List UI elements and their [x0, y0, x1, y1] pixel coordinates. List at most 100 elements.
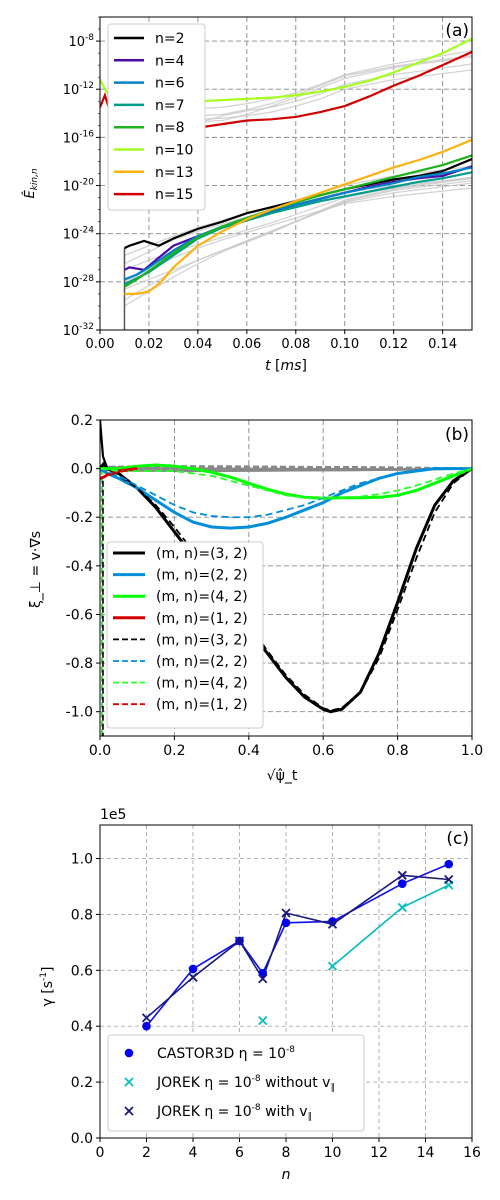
x-tick-label: 0.2 [163, 743, 185, 759]
jorek-with-point [281, 908, 291, 918]
y-tick-label: 10-32​ [63, 322, 94, 339]
panel-c: 0 2 4 6 8 10 12 14 16 0.0 0.2 0.4 0.6 0.8 1.0 1e5 (c) n γ … [39, 807, 481, 1183]
y-tick-label: 0.0 [71, 462, 93, 478]
x-tick-label: 6 [235, 1145, 244, 1161]
x-tick-label: 0.14 [428, 337, 457, 352]
series-line-4 [100, 467, 472, 712]
y-axis-label: ξ_⊥ = v·∇s [28, 531, 44, 608]
legend-entry: n=2 [155, 31, 185, 47]
series-line-n-7 [123, 171, 472, 286]
castor-point [444, 859, 454, 869]
x-axis-label: t [ms] [265, 358, 307, 374]
y-tick-label: 10-24​ [63, 226, 95, 243]
y-tick-label: 0.0 [71, 1131, 93, 1147]
jorek-with-point [444, 874, 454, 885]
x-tick-label: 0.6 [312, 743, 334, 759]
legend: CASTOR3D η = 10-8​ JOREK η = 10-8​ withou… [107, 1034, 365, 1132]
legend-entry: (m, n)=(3, 2) [156, 632, 248, 648]
background-series-line [124, 187, 472, 283]
jorek-with-point [258, 974, 268, 984]
series-line-n-6 [124, 166, 472, 281]
legend-entry: (m, n)=(2, 2) [156, 654, 248, 670]
panel-b: 0.0 0.2 0.4 0.6 0.8 1.0 -1.0 -0.8 -0.6 -0.4 -0.2 0.… [28, 413, 483, 784]
x-tick-label: 0.12 [379, 337, 408, 352]
legend-entry: JOREK η = 10-8​ with v∥​ [156, 1103, 312, 1122]
castor-point [328, 917, 337, 926]
legend-entry: n=7 [155, 98, 185, 114]
legend-entry: n=8 [155, 120, 185, 136]
legend-entry: (m, n)=(4, 2) [156, 676, 248, 692]
panel-label-a: (a) [445, 21, 469, 41]
y-tick-label: 10-12​ [63, 81, 94, 98]
plot-border [99, 824, 473, 1139]
series-line-n-2 [123, 158, 472, 250]
background-series-line [124, 177, 472, 307]
legend-marker [124, 1077, 134, 1087]
jorek-with-point [141, 1013, 152, 1023]
castor-point [281, 918, 291, 928]
y-tick-label: 10-28​ [63, 274, 95, 291]
jorek-with-point [188, 972, 198, 982]
x-tick-label: 16 [463, 1145, 481, 1161]
legend-entry: (m, n)=(1, 2) [156, 611, 248, 627]
legend-entry: (m, n)=(2, 2) [156, 568, 248, 584]
y-tick-label: -0.4 [66, 559, 93, 575]
plot-border [99, 16, 473, 331]
x-tick-label: 0 [96, 1145, 105, 1161]
series-line-6 [100, 467, 472, 499]
y-tick-label: 10-8​ [68, 33, 94, 50]
y-tick-label: 0.6 [71, 963, 93, 979]
jorek-with-point [397, 870, 407, 880]
legend: n=2 n=4 n=6 n=7 n=8 n=10 n=13 n=15 [107, 23, 206, 211]
panel-label-b: (b) [445, 425, 469, 445]
legend-box [107, 1034, 365, 1132]
x-tick-label: 0.04 [183, 337, 212, 352]
x-tick-label: 1.0 [461, 743, 483, 759]
x-tick-label: 2 [142, 1145, 151, 1161]
y-tick-label: 1.0 [71, 852, 93, 868]
x-tick-label: 10 [324, 1145, 342, 1161]
y-tick-label: 0.2 [71, 1075, 93, 1091]
castor-point [397, 879, 407, 888]
legend: (m, n)=(3, 2) (m, n)=(2, 2) (m, n)=(4, 2) (… [106, 541, 264, 729]
legend-entry: (m, n)=(1, 2) [156, 697, 248, 713]
y-tick-label: -0.8 [66, 656, 93, 672]
y-axis-label: γ [s-1​] [39, 967, 56, 1007]
legend-entry: n=10 [155, 143, 193, 159]
y-tick-label: 10-16​ [63, 129, 95, 146]
legend-marker [124, 1106, 134, 1116]
jorek-without-point [397, 902, 407, 913]
series-line-n-13 [124, 138, 472, 295]
panel-a: 0.00 0.02 0.04 0.06 0.08 0.10 0.12 0.14 10-32​ 10… [22, 16, 473, 374]
legend-entry: JOREK η = 10-8​ without v∥​ [156, 1074, 335, 1093]
series-group [100, 420, 472, 736]
x-tick-label: 12 [370, 1145, 388, 1161]
y-tick-label: 0.4 [71, 1019, 93, 1035]
y-tick-label: -0.2 [66, 510, 93, 526]
jorek-with-line [145, 874, 449, 1019]
x-tick-label: 0.0 [89, 743, 111, 759]
y-axis-label: Êkin,n​ [22, 168, 40, 198]
series-group [100, 37, 472, 330]
x-tick-label: 14 [417, 1145, 435, 1161]
x-tick-label: 0.06 [232, 337, 261, 352]
legend-entry: n=6 [155, 76, 185, 92]
y-tick-label: -1.0 [66, 705, 93, 721]
y-tick-label: -0.6 [66, 607, 93, 623]
castor-point [142, 1021, 151, 1031]
legend-entry: (m, n)=(4, 2) [156, 589, 248, 605]
series-line-7 [100, 467, 138, 480]
x-axis-label: √ψ̂_t [267, 768, 298, 784]
x-tick-label: 0.02 [134, 337, 163, 352]
y-offset-label: 1e5 [100, 807, 126, 823]
x-tick-label: 0.08 [281, 337, 310, 352]
legend-entry: n=13 [155, 165, 193, 181]
series-line-2 [100, 463, 472, 500]
legend-entry: n=15 [155, 187, 193, 203]
x-axis-label: n [282, 1167, 291, 1183]
plot-border [99, 419, 473, 737]
castor-point [258, 968, 268, 978]
panel-label-c: (c) [446, 829, 469, 849]
castor-point [188, 964, 198, 974]
